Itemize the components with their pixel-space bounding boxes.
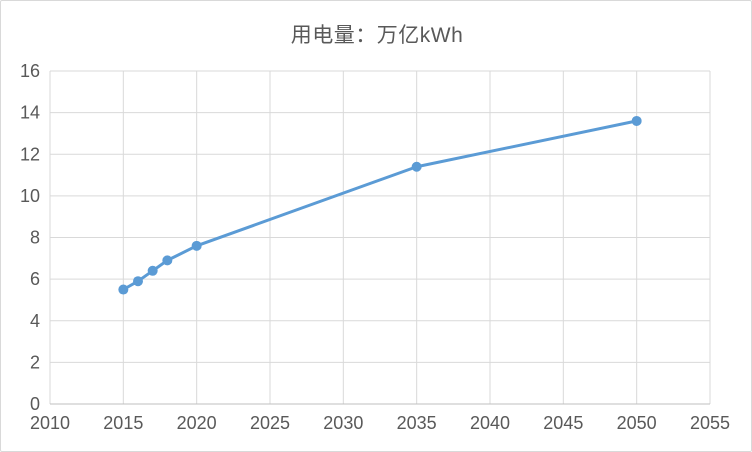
x-axis-tick-label: 2015 xyxy=(103,413,143,433)
y-axis-tick-label: 10 xyxy=(20,186,40,206)
x-axis-tick-label: 2055 xyxy=(690,413,730,433)
y-axis-tick-label: 12 xyxy=(20,144,40,164)
data-point-marker xyxy=(631,115,642,126)
x-axis-tick-label: 2010 xyxy=(30,413,70,433)
x-axis-tick-label: 2050 xyxy=(617,413,657,433)
chart-title: 用电量：万亿kWh xyxy=(290,24,464,47)
y-axis-tick-label: 6 xyxy=(30,269,40,289)
x-axis-tick-label: 2025 xyxy=(250,413,290,433)
y-axis-tick-label: 16 xyxy=(20,61,40,81)
y-axis-tick-label: 14 xyxy=(20,103,40,123)
x-axis-tick-label: 2020 xyxy=(177,413,217,433)
y-axis-tick-label: 4 xyxy=(30,311,40,331)
y-axis-tick-label: 0 xyxy=(30,394,40,414)
x-axis-tick-label: 2040 xyxy=(470,413,510,433)
data-point-marker xyxy=(133,276,143,287)
x-axis-tick-label: 2045 xyxy=(543,413,583,433)
series-line xyxy=(121,119,639,292)
data-point-marker xyxy=(191,240,202,251)
y-axis-tick-label: 8 xyxy=(30,228,40,248)
data-point-marker xyxy=(118,284,129,295)
x-axis-tick-label: 2035 xyxy=(397,413,437,433)
y-axis-tick-label: 2 xyxy=(30,352,40,372)
data-point-marker xyxy=(147,265,158,276)
data-point-marker xyxy=(162,255,173,266)
data-point-marker xyxy=(411,161,422,172)
x-axis-tick-label: 2030 xyxy=(323,413,363,433)
